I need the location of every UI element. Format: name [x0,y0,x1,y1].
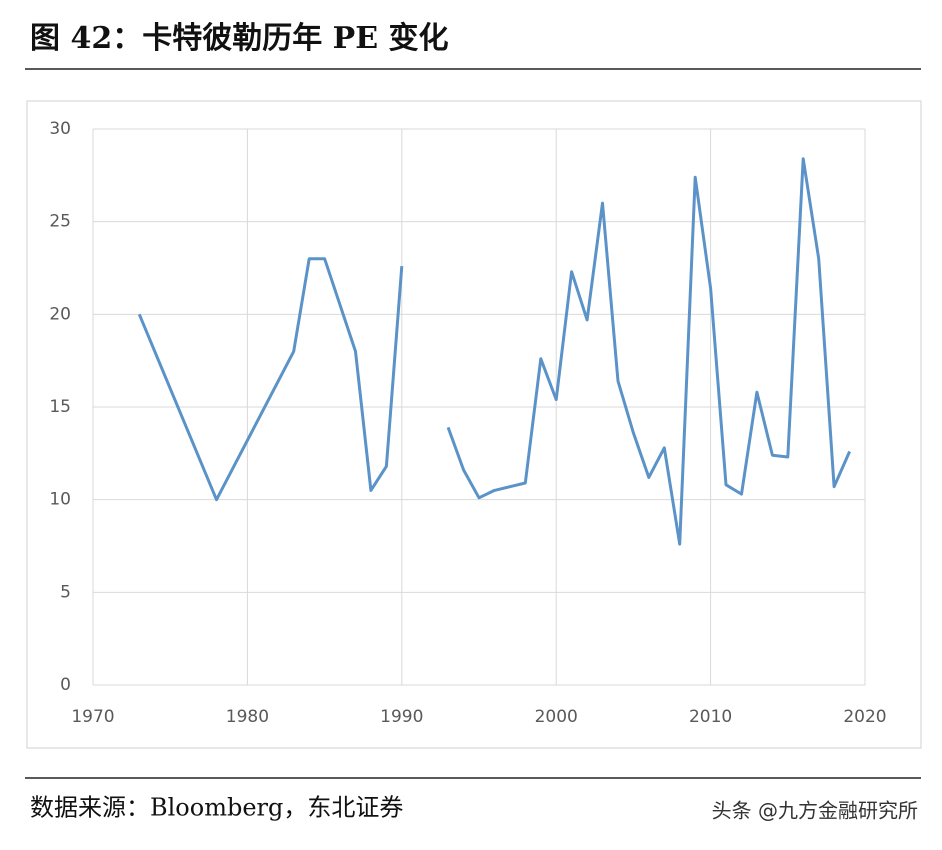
x-tick-label: 2010 [689,707,732,727]
source: 数据来源：Bloomberg，东北证券 [30,794,403,822]
x-tick-label: 1990 [380,707,423,727]
y-tick-label: 25 [49,212,71,232]
data-line [137,157,851,546]
chart-frame [26,100,922,749]
y-tick-label: 0 [60,675,71,695]
y-tick-label: 15 [49,397,71,417]
x-tick-label: 1980 [226,707,269,727]
y-tick-label: 5 [60,582,71,602]
x-tick-label: 2000 [535,707,578,727]
watermark: 头条 @九方金融研究所 [712,799,918,823]
y-tick-label: 10 [49,490,71,510]
x-tick-label: 2020 [843,707,886,727]
chart-title: 图 42：卡特彼勒历年 PE 变化 [30,21,449,56]
y-tick-label: 20 [49,304,71,324]
y-tick-label: 30 [49,119,71,139]
x-tick-label: 1970 [71,707,114,727]
